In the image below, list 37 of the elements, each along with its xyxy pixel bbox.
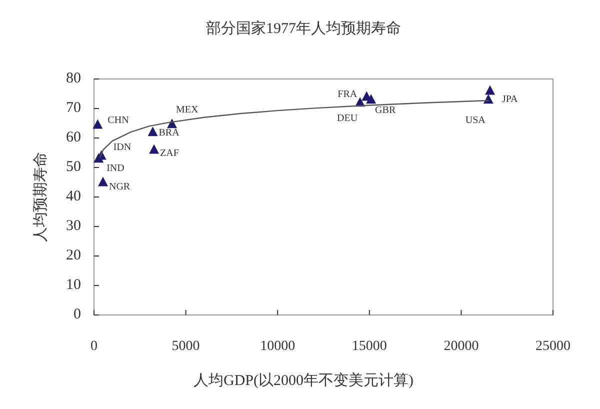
y-tick-label: 30	[66, 218, 81, 234]
point	[94, 153, 104, 163]
y-tick-label: 40	[66, 188, 81, 204]
annotation: GBR	[375, 104, 396, 116]
point	[148, 126, 158, 136]
x-axis-title: 人均GDP(以2000年不变美元计算)	[194, 372, 414, 389]
x-tick-label: 20000	[444, 339, 479, 354]
annotation: MEX	[176, 104, 200, 116]
x-tick-label: 5000	[172, 339, 200, 354]
y-tick-label: 80	[66, 70, 81, 86]
y-tick-label: 10	[66, 276, 81, 293]
annotation: IND	[106, 162, 124, 174]
y-axis-title: 人均预期寿命	[32, 152, 49, 242]
point	[485, 85, 496, 95]
y-tick-label: 60	[66, 129, 81, 146]
point	[366, 94, 376, 104]
y-tick-label: 0	[74, 306, 81, 322]
x-tick-label: 10000	[260, 339, 296, 354]
annotation: BRA	[158, 127, 180, 138]
point	[149, 144, 160, 154]
annotation: CHN	[108, 115, 129, 126]
annotation: DEU	[337, 112, 358, 124]
y-tick-label: 70	[66, 100, 81, 116]
annotation: ZAF	[160, 148, 180, 160]
chart-title: 部分国家1977年人均预期寿命	[206, 20, 401, 37]
x-tick-label: 25000	[536, 339, 570, 354]
y-tick-label: 50	[66, 158, 81, 175]
annotation: JPA	[502, 94, 519, 106]
annotation: IDN	[113, 142, 132, 153]
x-tick-label: 15000	[352, 339, 387, 354]
annotation: NGR	[108, 182, 130, 193]
point	[98, 176, 108, 186]
point	[92, 119, 103, 129]
x-tick-label: 0	[90, 339, 98, 354]
annotation: USA	[465, 114, 486, 126]
annotation: FRA	[338, 88, 358, 100]
y-tick-label: 20	[66, 247, 81, 264]
